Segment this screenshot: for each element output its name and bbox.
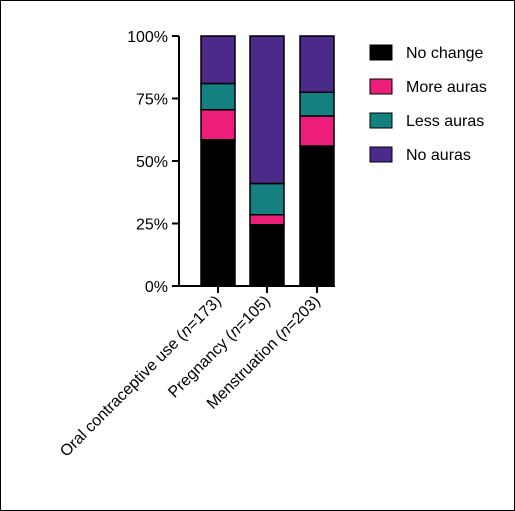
bar-segment-no-auras-3 (299, 35, 335, 93)
bar-segment-less-auras-1 (200, 82, 236, 111)
bar-segment-more-auras-1 (200, 109, 236, 141)
y-tick-label: 50% (136, 154, 168, 171)
y-tick-label: 0% (145, 279, 168, 296)
y-tick-label: 25% (136, 217, 168, 234)
bar-segment-more-auras-2 (249, 214, 285, 226)
legend-swatch-more-auras (369, 78, 393, 95)
bars-group (200, 35, 335, 287)
bar-segment-no-auras-1 (200, 35, 236, 85)
y-tick-label: 75% (136, 92, 168, 109)
legend: No change More auras Less auras No auras (369, 44, 487, 164)
legend-swatch-less-auras (369, 112, 393, 129)
bar-segment-no-change-3 (299, 145, 335, 287)
bar-segment-no-change-2 (249, 224, 285, 287)
bar-segment-no-auras-2 (249, 35, 285, 185)
legend-swatch-no-auras (369, 146, 393, 163)
legend-label-no-change: No change (406, 45, 483, 62)
y-tick-label: 100% (127, 29, 168, 46)
axes-group: 0%25%50%75%100%Oral contraceptive use (n… (57, 29, 335, 460)
legend-label-more-auras: More auras (406, 79, 487, 96)
legend-label-less-auras: Less auras (406, 113, 484, 130)
bar-segment-less-auras-3 (299, 91, 335, 117)
bar-segment-less-auras-2 (249, 182, 285, 216)
bar-segment-more-auras-3 (299, 115, 335, 147)
legend-swatch-no-change (369, 44, 393, 61)
legend-label-no-auras: No auras (406, 147, 471, 164)
bar-segment-no-change-1 (200, 139, 236, 287)
